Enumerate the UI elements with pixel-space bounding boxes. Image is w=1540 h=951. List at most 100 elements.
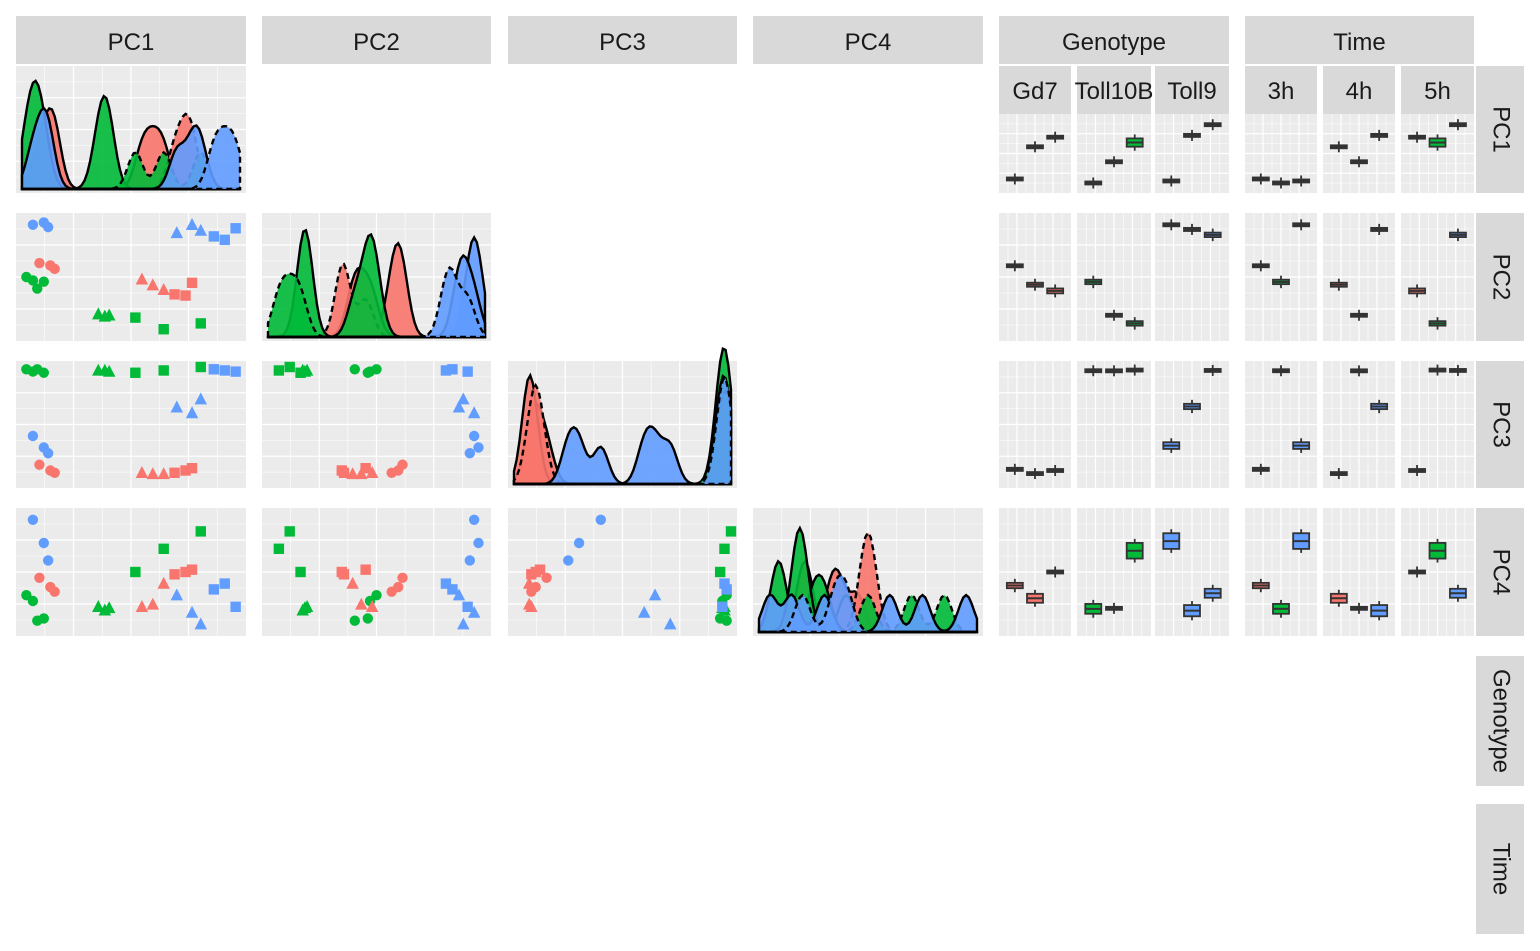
point-marker [467,605,481,618]
point-marker [185,605,199,618]
genotype-substrip-0 [999,66,1071,114]
point-marker [230,601,241,612]
point-marker [170,588,184,601]
point-marker [185,406,199,419]
point-marker [195,361,206,373]
point-marker [664,617,677,630]
point-marker [157,283,170,295]
point-marker [349,615,360,626]
point-marker [49,467,60,478]
point-marker [38,537,49,549]
point-marker [467,406,481,419]
point-marker [34,459,45,470]
time-substrip-label-1: 4h [1346,78,1373,105]
col-strip-label-pc1: PC1 [108,29,155,56]
point-marker [346,467,359,480]
point-marker [158,324,169,335]
point-marker [42,555,54,566]
point-marker [102,364,116,377]
row-strip-label-genotype: Genotype [1488,669,1515,773]
point-marker [637,605,651,618]
point-marker [146,597,160,610]
density-curve-toll9-5h [759,573,977,634]
point-marker [27,514,39,525]
point-marker [719,578,730,589]
row-strip-pc2 [1476,213,1524,341]
col-strip-pc4 [753,16,983,64]
point-marker [195,526,206,537]
facet-strips: PC1 PC2 PC3 PC4 Genotype Time Gd7 Toll10B Toll9 3… [16,16,1524,934]
col-strip-label-pc4: PC4 [845,29,892,56]
point-marker [534,564,546,575]
point-marker [135,272,149,285]
point-marker [157,576,170,589]
point-marker [295,566,306,578]
col-strip-pc3 [508,16,737,64]
point-marker [365,466,379,478]
col-strip-pc1 [16,16,246,64]
point-marker [336,566,347,578]
point-marker [725,526,737,537]
point-marker [102,601,116,614]
time-substrip-label-2: 5h [1424,78,1451,105]
point-marker [468,430,480,442]
point-marker [362,367,374,378]
point-marker [346,576,359,589]
point-marker [648,588,662,601]
col-strip-genotype [999,16,1229,64]
point-marker [541,572,552,583]
point-marker [284,526,295,537]
point-marker [194,392,207,405]
col-strip-time [1245,16,1474,64]
point-marker [360,463,371,474]
point-marker [230,366,241,377]
point-marker [457,392,470,405]
point-marker [135,466,149,478]
point-marker [522,576,536,589]
point-marker [186,277,198,288]
col-strip-label-pc3: PC3 [599,29,646,56]
point-marker [298,601,312,614]
point-marker [452,400,466,413]
density-curve-toll9-5h [268,265,487,339]
density-curve-toll9-5h [22,124,242,191]
point-marker [169,289,180,300]
row-strip-pc3 [1476,361,1524,488]
point-marker [158,365,169,376]
row-strip-time [1476,804,1524,934]
point-marker [180,566,191,578]
point-marker [32,364,43,375]
point-marker [473,537,484,549]
point-marker [146,278,160,291]
point-marker [130,566,141,578]
point-marker [284,361,295,373]
point-marker [563,555,574,566]
density-curve-toll9-5h [514,376,733,486]
point-marker [230,223,241,234]
point-marker [169,467,180,478]
point-marker [397,572,408,583]
point-marker [27,595,39,607]
point-marker [170,226,184,239]
point-marker [452,588,466,601]
point-marker [219,234,230,246]
point-marker [158,543,169,554]
point-marker [295,367,306,378]
col-strip-pc2 [262,16,491,64]
point-marker [462,366,473,377]
time-substrip-2 [1401,66,1474,114]
row-strip-label-pc4: PC4 [1488,549,1515,596]
genotype-substrip-1 [1077,66,1151,114]
col-strip-label-genotype: Genotype [1062,29,1166,56]
point-marker [27,275,39,286]
point-marker [27,430,39,442]
row-strip-label-pc2: PC2 [1488,254,1515,301]
point-marker [186,564,198,575]
point-marker [447,584,458,595]
genotype-substrip-label-2: Toll9 [1167,78,1216,105]
point-marker [522,597,536,610]
genotype-substrip-label-1: Toll10B [1075,78,1154,105]
point-marker [440,578,452,589]
row-strip-label-time: Time [1488,843,1515,895]
row-strip-pc4 [1476,508,1524,636]
